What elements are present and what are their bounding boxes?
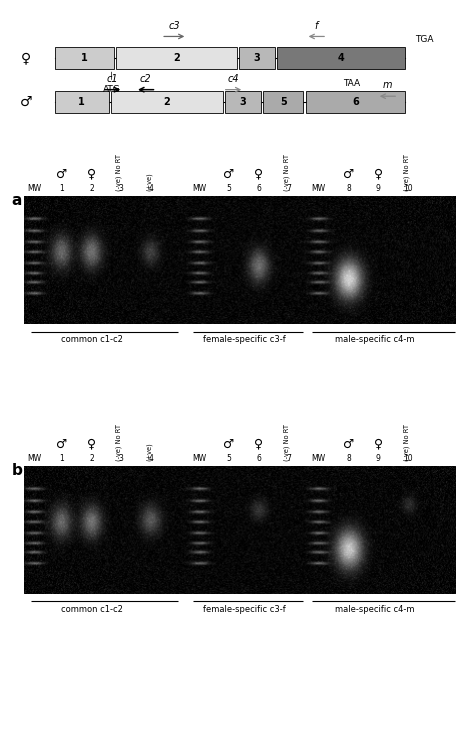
Bar [239,47,275,69]
Text: 8: 8 [346,454,351,463]
Bar [263,91,303,113]
Text: 3: 3 [118,454,123,463]
Text: TGA: TGA [415,35,433,44]
Bar [111,91,223,113]
Text: a: a [12,193,22,208]
Text: 1: 1 [59,184,64,193]
Text: male-specific c4-m: male-specific c4-m [335,605,414,614]
Text: 7: 7 [286,454,291,463]
Text: 9: 9 [376,454,381,463]
Text: ♂: ♂ [56,168,67,181]
Text: (-ve) No RT: (-ve) No RT [116,154,122,191]
Text: ♂: ♂ [223,168,235,181]
Text: TAA: TAA [343,79,360,88]
Text: (-ve) No RT: (-ve) No RT [283,154,290,191]
Text: (-ve) No RT: (-ve) No RT [116,424,122,461]
Text: ♀: ♀ [21,51,31,66]
Text: 3: 3 [239,97,246,107]
Text: (+ve): (+ve) [146,172,152,191]
Text: f: f [315,20,318,31]
Text: 5: 5 [227,184,231,193]
Text: 1: 1 [59,454,64,463]
Text: 6: 6 [256,454,261,463]
Text: ♀: ♀ [87,437,96,451]
Text: 8: 8 [346,184,351,193]
Bar [55,91,109,113]
Text: common c1-c2: common c1-c2 [62,335,123,344]
Text: c3: c3 [168,20,180,31]
Text: 10: 10 [403,454,413,463]
Bar [306,91,405,113]
Text: ♀: ♀ [374,168,383,181]
Bar [225,91,261,113]
Text: ♀: ♀ [254,437,264,451]
Text: (-ve) No RT: (-ve) No RT [403,424,410,461]
Text: (-ve) No RT: (-ve) No RT [283,424,290,461]
Text: 1: 1 [78,97,85,107]
Text: ♀: ♀ [254,168,264,181]
Text: MW: MW [27,184,41,193]
Text: ♀: ♀ [87,168,96,181]
Text: ♀: ♀ [374,437,383,451]
Text: 6: 6 [256,184,261,193]
Bar [55,47,114,69]
Text: 2: 2 [164,97,171,107]
Text: MW: MW [27,454,41,463]
Text: 6: 6 [352,97,359,107]
Text: ATG: ATG [102,85,120,94]
Text: 7: 7 [286,184,291,193]
Bar [277,47,405,69]
Text: 9: 9 [376,184,381,193]
Text: 10: 10 [403,184,413,193]
Text: b: b [12,463,23,478]
Text: ♂: ♂ [56,437,67,451]
Text: 3: 3 [118,184,123,193]
Text: 1: 1 [81,53,88,63]
Text: ♂: ♂ [343,168,354,181]
Text: male-specific c4-m: male-specific c4-m [335,335,414,344]
Text: ♂: ♂ [223,437,235,451]
Text: 2: 2 [89,184,94,193]
Text: m: m [383,80,392,90]
Text: 2: 2 [89,454,94,463]
Text: ♂: ♂ [20,95,32,109]
Text: 2: 2 [173,53,180,63]
Text: female-specific c3-f: female-specific c3-f [203,335,285,344]
Text: 4: 4 [148,184,153,193]
Text: MW: MW [311,454,326,463]
Text: 5: 5 [227,454,231,463]
Bar [116,47,237,69]
Text: ♂: ♂ [343,437,354,451]
Text: c4: c4 [228,74,239,84]
Text: c2: c2 [140,74,152,84]
Text: c1: c1 [107,74,118,84]
Text: 5: 5 [280,97,287,107]
Text: (+ve): (+ve) [146,442,152,461]
Text: MW: MW [192,454,206,463]
Text: 3: 3 [254,53,261,63]
Text: 4: 4 [338,53,345,63]
Text: MW: MW [311,184,326,193]
Text: female-specific c3-f: female-specific c3-f [203,605,285,614]
Text: MW: MW [192,184,206,193]
Text: common c1-c2: common c1-c2 [62,605,123,614]
Text: (-ve) No RT: (-ve) No RT [403,154,410,191]
Text: 4: 4 [148,454,153,463]
